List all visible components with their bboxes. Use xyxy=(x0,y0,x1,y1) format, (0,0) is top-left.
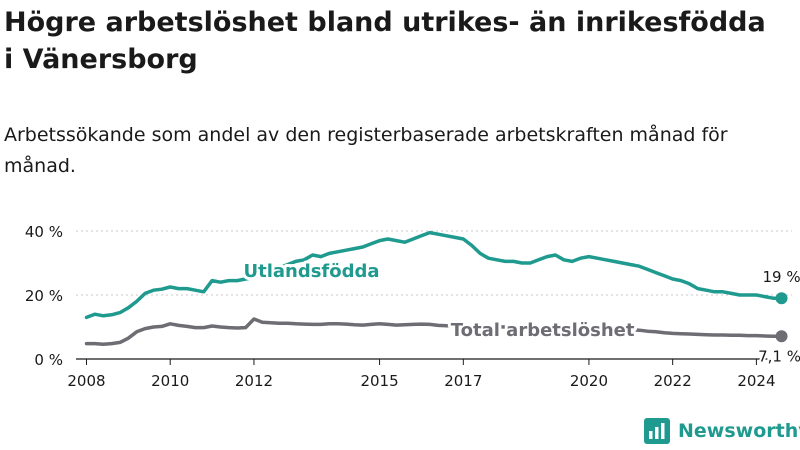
series-label-total: Total arbetslöshet xyxy=(451,320,635,341)
series-end-point xyxy=(775,330,788,343)
chart-title: Högre arbetslöshet bland utrikes- än inr… xyxy=(4,7,766,75)
x-tick-label: 2024 xyxy=(737,372,775,390)
end-label-total-halo: 7,1 % xyxy=(758,347,800,365)
end-label-utlandsfodda: 19 % xyxy=(762,268,800,286)
series-label-utlandsfodda-halo: Utlandsfödda xyxy=(243,261,379,282)
series-line-total xyxy=(84,317,784,347)
series-end-point xyxy=(775,292,788,305)
brand-name: Newsworthy xyxy=(678,420,800,442)
x-tick-label: 2008 xyxy=(67,372,105,390)
y-tick-label: 0 % xyxy=(34,351,63,369)
x-tick-label: 2012 xyxy=(235,372,273,390)
end-label-total: 7,1 % xyxy=(758,347,800,365)
y-tick-label: 40 % xyxy=(25,223,63,241)
x-tick-label: 2020 xyxy=(570,372,608,390)
chart-subtitle: Arbetssökande som andel av den registerb… xyxy=(4,124,728,177)
y-tick-label: 20 % xyxy=(25,287,63,305)
x-tick-label: 2015 xyxy=(360,372,398,390)
newsworthy-logo-icon xyxy=(644,418,670,444)
x-tick-label: 2022 xyxy=(654,372,692,390)
x-tick-label: 2010 xyxy=(151,372,189,390)
series-label-total-halo: Total arbetslöshet xyxy=(451,320,635,341)
series-line-utlandsfodda xyxy=(84,230,784,320)
brand-logo: Newsworthy xyxy=(644,418,800,444)
x-tick-label: 2017 xyxy=(444,372,482,390)
series-label-utlandsfodda: Utlandsfödda xyxy=(243,261,379,282)
